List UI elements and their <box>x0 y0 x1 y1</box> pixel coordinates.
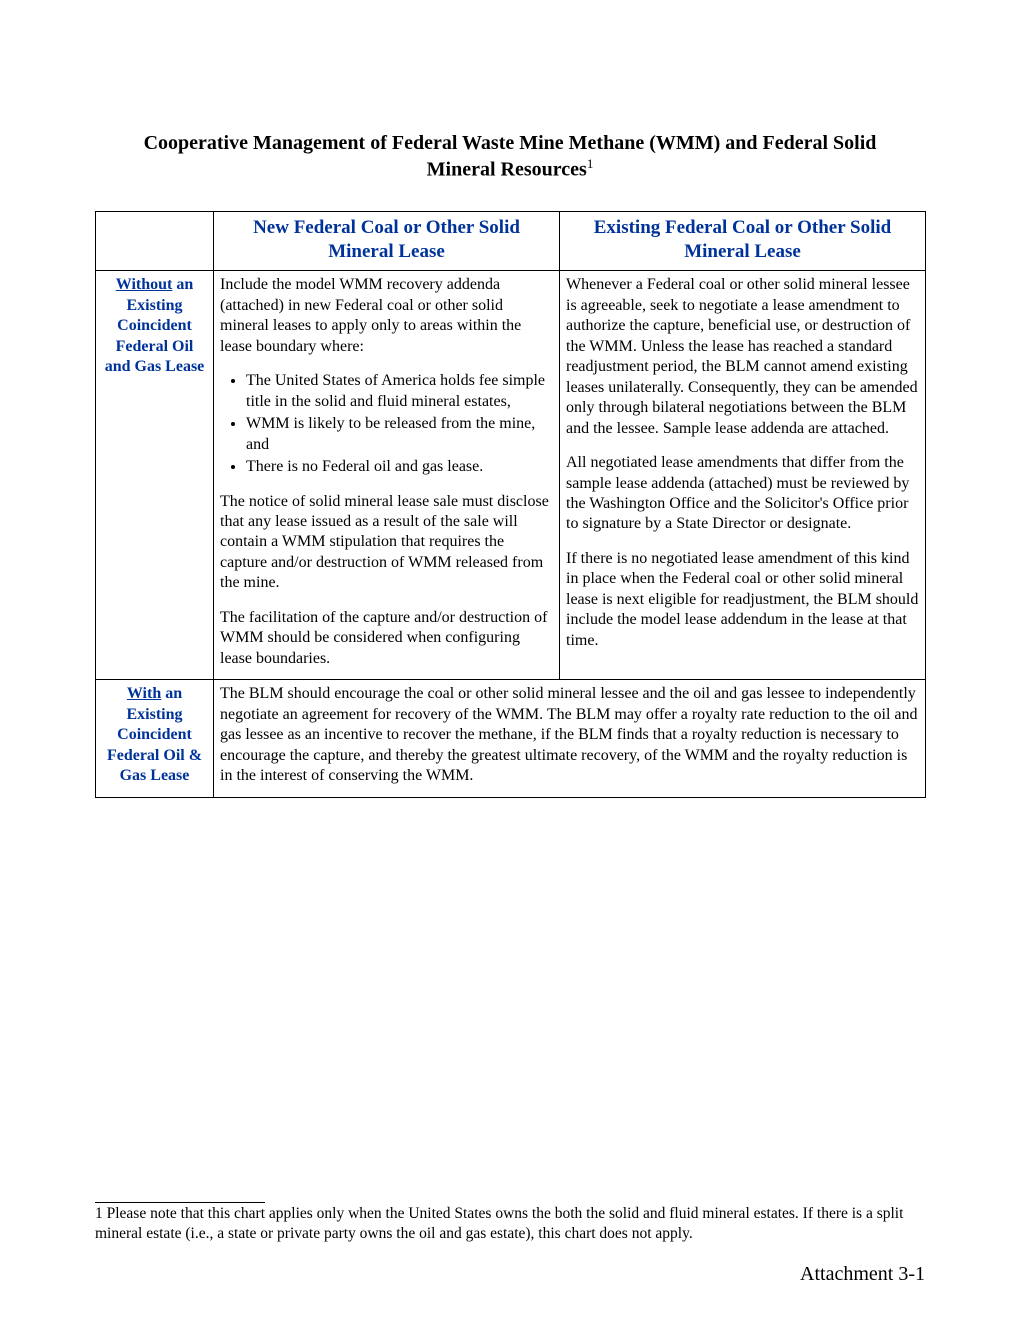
header-row: New Federal Coal or Other Solid Mineral … <box>96 211 926 271</box>
row1-new-b1: The United States of America holds fee s… <box>246 371 553 412</box>
row1-new-p1: Include the model WMM recovery addenda (… <box>220 275 553 357</box>
header-new-lease: New Federal Coal or Other Solid Mineral … <box>214 211 560 271</box>
footnote-area: 1 Please note that this chart applies on… <box>95 1202 925 1244</box>
row1-exist-p1: Whenever a Federal coal or other solid m… <box>566 275 919 439</box>
title-footref: 1 <box>587 156 594 171</box>
row2-text: The BLM should encourage the coal or oth… <box>220 684 919 786</box>
row1-new-bullets: The United States of America holds fee s… <box>220 371 553 477</box>
footnote-rule <box>95 1202 265 1203</box>
title-line2: Mineral Resources <box>427 159 587 181</box>
row-without-lease: Without an Existing Coincident Federal O… <box>96 271 926 680</box>
row1-new-b3: There is no Federal oil and gas lease. <box>246 457 553 477</box>
row1-exist-p3: If there is no negotiated lease amendmen… <box>566 549 919 651</box>
header-existing-lease: Existing Federal Coal or Other Solid Min… <box>560 211 926 271</box>
row2-label: With an Existing Coincident Federal Oil … <box>96 680 214 797</box>
row2-cell: The BLM should encourage the coal or oth… <box>214 680 926 797</box>
main-table: New Federal Coal or Other Solid Mineral … <box>95 211 926 798</box>
row1-label: Without an Existing Coincident Federal O… <box>96 271 214 680</box>
row1-new-b2: WMM is likely to be released from the mi… <box>246 414 553 455</box>
row2-label-under: With <box>127 685 161 702</box>
page: Cooperative Management of Federal Waste … <box>0 0 1020 1320</box>
title-line1: Cooperative Management of Federal Waste … <box>144 132 877 154</box>
row1-exist-cell: Whenever a Federal coal or other solid m… <box>560 271 926 680</box>
row1-label-under: Without <box>116 276 173 293</box>
footnote-text: 1 Please note that this chart applies on… <box>95 1204 925 1244</box>
row1-exist-p2: All negotiated lease amendments that dif… <box>566 453 919 535</box>
row1-new-p3: The facilitation of the capture and/or d… <box>220 608 553 669</box>
row1-new-p2: The notice of solid mineral lease sale m… <box>220 492 553 594</box>
page-number: Attachment 3-1 <box>800 1263 925 1286</box>
row-with-lease: With an Existing Coincident Federal Oil … <box>96 680 926 797</box>
header-empty <box>96 211 214 271</box>
page-title: Cooperative Management of Federal Waste … <box>95 130 925 183</box>
row1-new-cell: Include the model WMM recovery addenda (… <box>214 271 560 680</box>
